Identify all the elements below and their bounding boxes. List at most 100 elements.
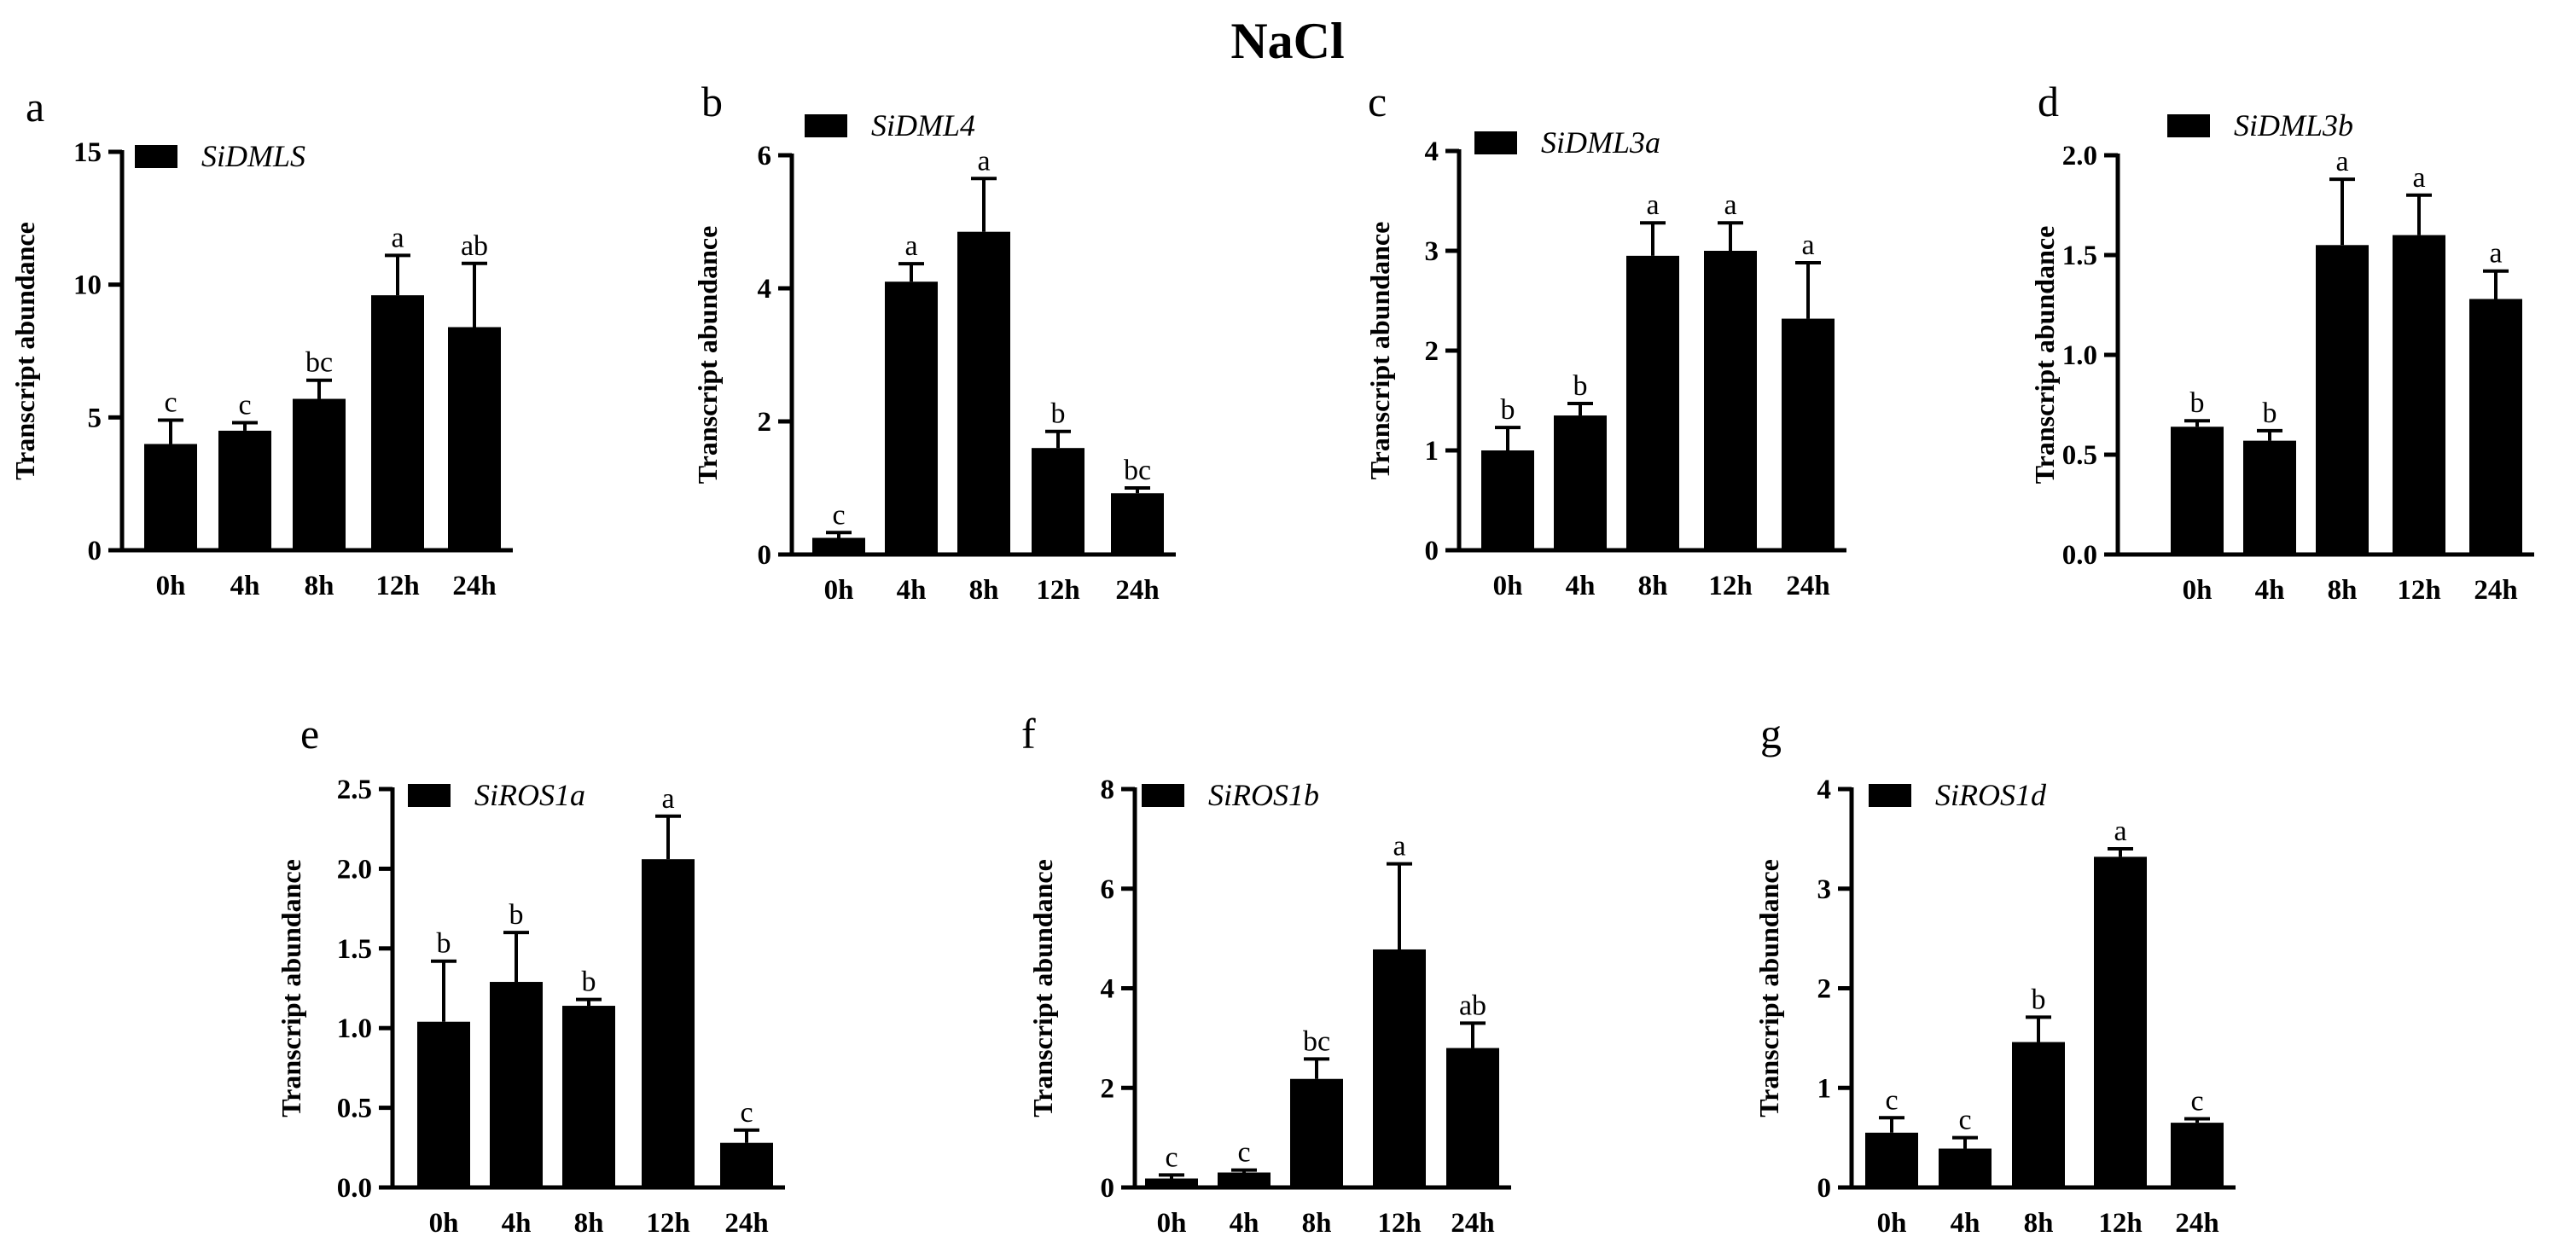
legend-label: SiDMLS — [201, 139, 305, 173]
panel-letter: b — [701, 78, 723, 125]
bar — [1782, 318, 1835, 550]
y-tick-label: 8 — [1101, 775, 1115, 805]
legend-label: SiDML4 — [871, 108, 975, 142]
legend-swatch — [1869, 784, 1911, 807]
bar — [1626, 255, 1679, 550]
x-tick-label: 4h — [502, 1208, 532, 1239]
panel-letter: g — [1760, 710, 1782, 758]
x-tick-label: 12h — [1377, 1208, 1421, 1239]
x-tick-label: 0h — [429, 1208, 459, 1239]
bar — [885, 282, 938, 554]
bar — [1218, 1172, 1271, 1187]
legend-swatch — [1474, 131, 1517, 154]
y-tick-label: 0 — [1425, 536, 1439, 566]
significance-label: a — [1801, 229, 1814, 261]
x-tick-label: 4h — [1951, 1208, 1980, 1239]
significance-label: a — [2412, 162, 2425, 194]
panel-d: d 0.0 0.5 1.0 1.5 2.0 Transcript abundance SiDM… — [2029, 78, 2534, 606]
y-axis-title: Transcript abundance — [1027, 859, 1058, 1118]
significance-label: c — [832, 499, 845, 531]
bar — [293, 398, 346, 550]
x-tick-label: 12h — [2397, 575, 2440, 606]
y-tick-label: 1.0 — [337, 1013, 372, 1044]
bar — [2316, 245, 2369, 554]
y-tick-label: 10 — [73, 270, 102, 301]
legend-label: SiDML3a — [1541, 125, 1660, 160]
bar — [1145, 1178, 1198, 1187]
y-tick-label: 6 — [1101, 874, 1115, 905]
y-tick-label: 0.5 — [2062, 440, 2097, 471]
y-tick-label: 3 — [1817, 874, 1832, 905]
x-tick-label: 4h — [1566, 571, 1596, 601]
significance-label: c — [1165, 1141, 1178, 1173]
panel-f: f 0 2 4 6 8 Transcript abundance SiROS1b c 0h c 4h b… — [1021, 710, 1511, 1239]
legend-swatch — [1142, 784, 1184, 807]
x-tick-label: 24h — [724, 1208, 768, 1239]
legend-label: SiROS1d — [1935, 778, 2047, 812]
panel-letter: c — [1368, 78, 1387, 125]
bar — [2171, 427, 2224, 554]
bar — [144, 444, 197, 550]
bar — [2171, 1123, 2224, 1187]
y-tick-label: 3 — [1425, 236, 1439, 267]
y-tick-label: 0.0 — [2062, 540, 2097, 571]
significance-label: c — [2190, 1085, 2203, 1117]
bar — [448, 327, 501, 550]
x-tick-label: 8h — [1302, 1208, 1332, 1239]
legend-swatch — [135, 145, 177, 168]
panel-letter: d — [2038, 78, 2059, 125]
y-tick-label: 1 — [1817, 1073, 1832, 1104]
y-tick-label: 0.5 — [337, 1094, 372, 1124]
bar — [1290, 1078, 1343, 1187]
x-tick-label: 0h — [1493, 571, 1523, 601]
significance-label: a — [1724, 189, 1736, 221]
x-tick-label: 24h — [1115, 575, 1159, 606]
y-tick-label: 15 — [73, 137, 102, 168]
panel-b: b 0 2 4 6 Transcript abundance SiDML4 c 0h a 4h a 8h… — [692, 78, 1176, 606]
significance-label: c — [1885, 1084, 1898, 1116]
y-tick-label: 4 — [1425, 136, 1439, 167]
legend-label: SiROS1b — [1208, 778, 1319, 812]
x-tick-label: 0h — [1877, 1208, 1907, 1239]
bar — [812, 537, 865, 554]
y-axis-title: Transcript abundance — [1364, 222, 1395, 480]
y-tick-label: 1 — [1425, 436, 1439, 467]
significance-label: a — [661, 783, 674, 815]
significance-label: b — [2032, 984, 2046, 1015]
bar — [957, 231, 1010, 554]
significance-label: b — [2263, 398, 2277, 429]
significance-label: c — [164, 386, 177, 418]
y-axis-title: Transcript abundance — [1753, 859, 1784, 1118]
significance-label: a — [2335, 146, 2348, 177]
x-tick-label: 0h — [1157, 1208, 1187, 1239]
y-tick-label: 2.5 — [337, 775, 372, 805]
bar — [1865, 1132, 1918, 1187]
significance-label: c — [740, 1097, 753, 1129]
y-axis-title: Transcript abundance — [2029, 226, 2060, 485]
significance-label: bc — [1124, 455, 1151, 486]
panel-letter: e — [300, 710, 319, 758]
y-tick-label: 0 — [1101, 1173, 1115, 1204]
y-tick-label: 4 — [1817, 775, 1832, 805]
significance-label: b — [1051, 398, 1066, 430]
x-tick-label: 8h — [969, 575, 999, 606]
significance-label: bc — [305, 347, 333, 379]
bar — [490, 982, 543, 1187]
significance-label: bc — [1303, 1025, 1330, 1057]
y-axis-title: Transcript abundance — [9, 222, 40, 480]
x-tick-label: 12h — [646, 1208, 689, 1239]
x-tick-label: 0h — [2183, 575, 2213, 606]
panel-c: c 0 1 2 3 4 Transcript abundance SiDML3a b 0h b 4h a… — [1364, 78, 1846, 601]
x-tick-label: 0h — [824, 575, 854, 606]
x-tick-label: 4h — [230, 571, 260, 601]
panel-g: g 0 1 2 3 4 Transcript abundance SiROS1d c 0h c 4h b… — [1753, 710, 2236, 1239]
bar — [2393, 235, 2445, 554]
legend-label: SiDML3b — [2234, 108, 2353, 142]
y-axis-title: Transcript abundance — [692, 226, 723, 485]
bar — [1032, 448, 1084, 554]
bar — [2469, 299, 2522, 554]
significance-label: b — [582, 967, 596, 998]
x-tick-label: 4h — [897, 575, 927, 606]
bar — [1111, 493, 1164, 554]
